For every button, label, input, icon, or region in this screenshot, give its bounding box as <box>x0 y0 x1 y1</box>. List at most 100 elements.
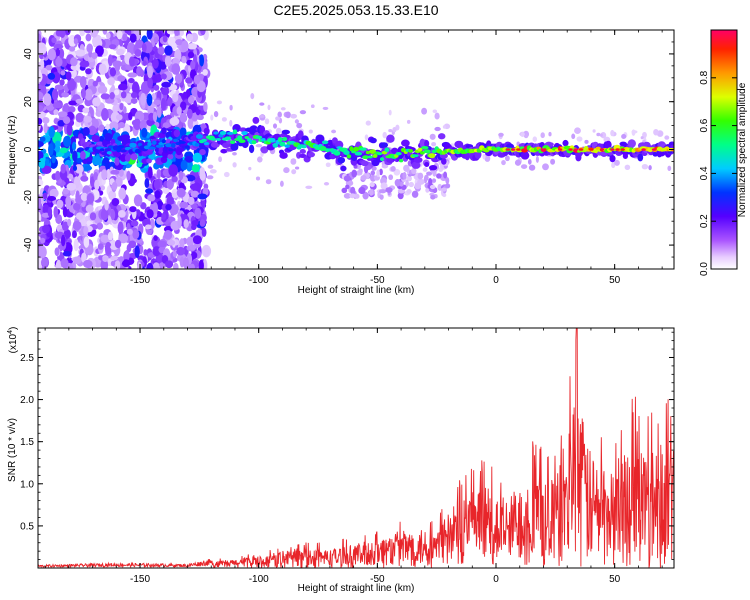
spectrogram-blob <box>129 33 137 43</box>
spectrogram-blob <box>322 106 329 110</box>
spectrogram-blob <box>127 72 138 78</box>
spectrogram-blob <box>67 218 72 227</box>
spectrogram-blob <box>131 81 140 95</box>
spectrogram-blob <box>333 150 341 156</box>
spectrogram-blob <box>353 146 359 152</box>
spectrogram-blob <box>104 132 113 142</box>
spectrogram-blob <box>168 148 174 152</box>
spectrogram-blob <box>425 187 430 193</box>
spectrogram-blob <box>41 165 52 174</box>
spectrogram-blob <box>244 136 250 139</box>
spectrogram-blob <box>376 169 380 178</box>
spectrogram-blob <box>431 141 437 147</box>
spectrogram-blob <box>109 91 115 100</box>
spectrogram-blob <box>80 175 89 182</box>
spectrogram-blob <box>142 60 147 66</box>
spectrogram-blob <box>101 169 108 181</box>
spectrogram-blob <box>41 265 47 269</box>
spectrogram-blob <box>436 173 442 179</box>
spectrogram-blob <box>38 245 47 259</box>
spectrogram-blob <box>85 204 94 213</box>
spectrogram-blob <box>58 48 65 59</box>
spectrogram-blob <box>66 182 77 191</box>
spectrogram-blob <box>70 68 77 78</box>
spectrogram-blob <box>540 132 545 139</box>
spectrogram-blob <box>482 153 486 160</box>
snr-x-tick-label: 0 <box>493 574 499 585</box>
spectrogram-blob <box>421 146 429 150</box>
spectrogram-blob <box>179 201 189 209</box>
spectrogram-blob <box>42 117 50 124</box>
spectrogram-blob <box>153 36 159 44</box>
spectrogram-blob <box>229 104 233 111</box>
spectrogram-blob <box>82 107 90 114</box>
spectrogram-blob <box>589 148 594 151</box>
spectrogram-blob <box>641 148 646 151</box>
spectrogram-blob <box>102 256 109 262</box>
spectrogram-y-label: Frequency (Hz) <box>7 116 18 185</box>
spectrogram-blob <box>55 48 61 57</box>
spectrogram-blob <box>153 179 161 190</box>
snr-x-tick-label: -150 <box>130 574 150 585</box>
spectrogram-blob <box>343 175 351 182</box>
snr-x-tick-label: -50 <box>370 574 385 585</box>
spectrogram-blob <box>134 49 142 57</box>
spectrogram-blob <box>47 48 56 61</box>
spectrogram-blob <box>98 124 105 133</box>
spectrogram-blob <box>91 135 100 141</box>
spectrogram-blob <box>368 189 374 196</box>
spectrogram-blob <box>267 104 271 111</box>
spectrogram-blob <box>648 165 652 171</box>
spectrogram-blob <box>279 180 284 187</box>
spectrogram-blob <box>107 231 114 241</box>
spectrogram-blob <box>89 212 97 221</box>
spectrogram-blob <box>229 119 233 127</box>
spectrogram-blob <box>144 178 150 189</box>
spectrogram-blob <box>161 88 170 96</box>
spectrogram-blob <box>299 110 307 115</box>
spectrogram-blob <box>358 168 363 174</box>
spectrogram-blob <box>115 114 123 121</box>
spectrogram-blob <box>527 159 532 165</box>
spectrogram-marks <box>38 30 674 269</box>
spectrogram-blob <box>110 209 116 221</box>
spectrogram-blob <box>614 159 620 166</box>
spectrogram-blob <box>350 186 356 195</box>
spectrogram-blob <box>147 65 153 79</box>
spectrogram-blob <box>442 125 446 129</box>
spectrogram-blob <box>223 171 230 178</box>
spectrogram-blob <box>141 43 147 53</box>
spectrogram-blob <box>275 127 282 134</box>
spectrogram-blob <box>550 158 556 165</box>
spectrogram-blob <box>152 111 158 122</box>
spectrogram-blob <box>307 151 316 158</box>
spectrogram-blob <box>55 170 61 181</box>
spectrogram-blob <box>38 104 44 113</box>
spectrogram-x-tick-label: 50 <box>609 275 621 286</box>
spectrogram-blob <box>411 190 419 198</box>
spectrogram-blob <box>290 113 298 119</box>
spectrogram-blob <box>203 142 210 146</box>
spectrogram-blob <box>381 163 389 169</box>
spectrogram-blob <box>423 149 431 154</box>
spectrogram-blob <box>110 255 118 261</box>
spectrogram-blob <box>193 74 201 85</box>
spectrogram-blob <box>345 184 350 190</box>
spectrogram-blob <box>196 114 204 121</box>
spectrogram-blob <box>378 189 387 194</box>
spectrogram-blob <box>592 129 596 133</box>
spectrogram-blob <box>248 144 255 154</box>
spectrogram-blob <box>56 199 64 209</box>
spectrogram-blob <box>130 153 138 161</box>
spectrogram-blob <box>62 135 72 148</box>
spectrogram-blob <box>186 236 194 247</box>
spectrogram-blob <box>117 75 126 82</box>
spectrogram-blob <box>65 195 72 209</box>
spectrogram-blob <box>118 187 127 200</box>
spectrogram-blob <box>285 111 291 119</box>
spectrogram-blob <box>279 141 286 147</box>
spectrogram-blob <box>428 177 433 186</box>
spectrogram-blob <box>201 198 206 209</box>
spectrogram-blob <box>132 229 140 240</box>
